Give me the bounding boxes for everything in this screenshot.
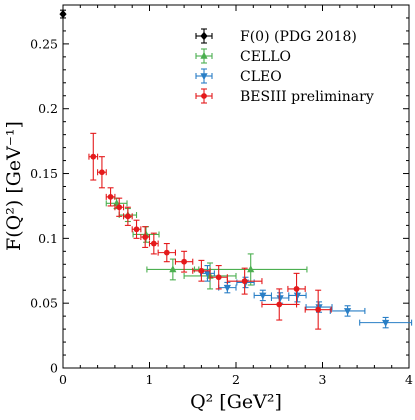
legend-item-pdg: F(0) (PDG 2018) [195, 28, 357, 45]
besiii-marker [276, 301, 283, 308]
pdg-series [59, 9, 67, 19]
y-axis-title: F(Q²) [GeV⁻¹] [3, 121, 25, 251]
legend-item-cleo: CLEO [195, 68, 282, 85]
cleo-marker [223, 284, 231, 292]
besiii-point [226, 267, 263, 295]
besiii-marker [163, 249, 170, 256]
legend-label: F(0) (PDG 2018) [240, 29, 357, 45]
y-tick-label: 0.25 [30, 36, 58, 51]
cleo-point [329, 305, 366, 317]
cleo-marker [382, 319, 390, 327]
besiii-series [88, 132, 332, 330]
data-marks [59, 9, 413, 330]
x-tick-label: 3 [319, 372, 327, 387]
besiii-point [140, 226, 151, 248]
cleo-marker [259, 292, 267, 300]
legend-item-besiii: BESIII preliminary [195, 88, 374, 105]
besiii-point [174, 250, 194, 273]
legend: F(0) (PDG 2018) CELLO CLEO BESIII prelimina… [195, 28, 374, 105]
besiii-point [157, 242, 176, 263]
y-tick-label: 0.05 [30, 296, 58, 311]
x-tick-label: 1 [146, 372, 154, 387]
pdg-point [59, 9, 67, 19]
legend-item-cello: CELLO [195, 48, 291, 65]
y-tick-label: 0.1 [38, 231, 58, 246]
besiii-point [131, 219, 142, 239]
besiii-point [209, 265, 228, 290]
besiii-marker [90, 153, 97, 160]
cleo-point [199, 265, 215, 282]
besiii-point [105, 187, 116, 207]
besiii-marker [241, 278, 248, 285]
legend-label: BESIII preliminary [240, 89, 374, 105]
cello-point [146, 258, 200, 281]
besiii-marker [142, 234, 149, 240]
besiii-point [192, 259, 211, 282]
besiii-marker [116, 204, 123, 211]
legend-label: CLEO [240, 69, 282, 85]
legend-marker-besiii [201, 93, 207, 99]
besiii-point [304, 289, 332, 330]
plot-border [62, 4, 410, 369]
x-tick-label: 0 [59, 372, 67, 387]
besiii-point [261, 288, 298, 321]
cleo-marker [276, 295, 284, 303]
y-tick-label: 0.15 [30, 166, 58, 181]
y-tick-label: 0 [50, 361, 58, 376]
x-axis-title: Q² [GeV²] [190, 391, 282, 413]
besiii-marker [150, 240, 157, 247]
besiii-marker [99, 169, 105, 176]
besiii-marker [133, 226, 140, 233]
cleo-marker [203, 270, 212, 278]
x-tick-label: 4 [405, 372, 413, 387]
besiii-marker [124, 213, 131, 220]
legend-marker-pdg [200, 31, 208, 41]
cleo-marker [343, 308, 352, 316]
besiii-marker [107, 193, 114, 200]
axis-ticks: 0 1 2 3 4 0 0.05 0.1 0.15 0.2 0.25 [30, 5, 413, 387]
cello-marker [247, 265, 255, 273]
besiii-point [287, 272, 306, 306]
plot-frame [62, 4, 410, 369]
cleo-series [199, 265, 413, 329]
x-tick-label: 2 [232, 372, 240, 387]
cleo-point [270, 292, 290, 304]
cleo-point [359, 316, 413, 329]
besiii-marker [215, 274, 222, 281]
legend-marker-cello [200, 51, 208, 59]
pdg-marker [59, 9, 67, 19]
besiii-point [148, 232, 159, 255]
cleo-marker [293, 292, 302, 300]
legend-marker-cleo [200, 73, 208, 81]
cello-marker [169, 265, 177, 273]
besiii-point [97, 156, 107, 189]
besiii-marker [315, 306, 322, 313]
besiii-marker [198, 267, 205, 274]
besiii-point [123, 206, 133, 226]
cello-point [193, 253, 308, 286]
cleo-point [253, 289, 273, 302]
legend-label: CELLO [240, 49, 291, 65]
besiii-marker [293, 286, 300, 292]
besiii-point [88, 132, 99, 181]
besiii-marker [181, 258, 188, 265]
y-tick-label: 0.2 [38, 101, 58, 116]
besiii-point [114, 197, 125, 217]
cleo-point [288, 288, 307, 303]
